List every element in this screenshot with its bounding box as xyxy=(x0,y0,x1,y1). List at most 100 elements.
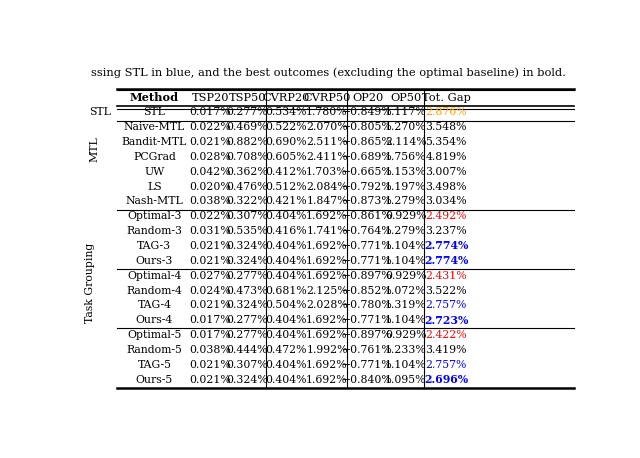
Text: 1.692%: 1.692% xyxy=(306,211,348,221)
Text: 2.757%: 2.757% xyxy=(426,300,467,311)
Text: 1.703%: 1.703% xyxy=(306,167,348,177)
Text: 0.017%: 0.017% xyxy=(189,330,231,340)
Text: 2.492%: 2.492% xyxy=(426,211,467,221)
Text: 0.416%: 0.416% xyxy=(266,226,307,236)
Text: 0.534%: 0.534% xyxy=(266,108,307,118)
Text: 1.741%: 1.741% xyxy=(307,226,348,236)
Text: MTL: MTL xyxy=(90,136,100,163)
Text: 0.404%: 0.404% xyxy=(266,211,307,221)
Text: −0.897%: −0.897% xyxy=(342,330,393,340)
Text: 0.404%: 0.404% xyxy=(266,360,307,370)
Text: 1.104%: 1.104% xyxy=(385,241,427,251)
Text: Task Grouping: Task Grouping xyxy=(85,243,95,323)
Text: 0.022%: 0.022% xyxy=(189,122,231,132)
Text: 5.354%: 5.354% xyxy=(426,137,467,147)
Text: −0.897%: −0.897% xyxy=(342,271,393,281)
Text: 0.929%: 0.929% xyxy=(385,271,427,281)
Text: Ours-4: Ours-4 xyxy=(136,315,173,325)
Text: 0.362%: 0.362% xyxy=(227,167,268,177)
Text: Random-5: Random-5 xyxy=(127,345,182,355)
Text: Ours-3: Ours-3 xyxy=(136,256,173,266)
Text: 1.992%: 1.992% xyxy=(307,345,348,355)
Text: −0.689%: −0.689% xyxy=(342,152,393,162)
Text: 0.504%: 0.504% xyxy=(266,300,307,311)
Text: −0.805%: −0.805% xyxy=(342,122,393,132)
Text: 0.027%: 0.027% xyxy=(189,271,231,281)
Text: 0.017%: 0.017% xyxy=(189,315,231,325)
Text: TSP50: TSP50 xyxy=(228,93,266,103)
Text: 1.117%: 1.117% xyxy=(385,108,427,118)
Text: 0.412%: 0.412% xyxy=(266,167,307,177)
Text: 0.277%: 0.277% xyxy=(227,330,268,340)
Text: 0.021%: 0.021% xyxy=(189,300,231,311)
Text: 0.038%: 0.038% xyxy=(189,196,231,207)
Text: 0.324%: 0.324% xyxy=(227,375,268,385)
Text: 0.324%: 0.324% xyxy=(227,256,268,266)
Text: 1.197%: 1.197% xyxy=(385,182,427,191)
Text: 0.469%: 0.469% xyxy=(227,122,268,132)
Text: TSP20: TSP20 xyxy=(191,93,229,103)
Text: STL: STL xyxy=(143,108,165,118)
Text: 0.024%: 0.024% xyxy=(189,285,231,295)
Text: 0.324%: 0.324% xyxy=(227,241,268,251)
Text: TAG-5: TAG-5 xyxy=(138,360,172,370)
Text: 0.929%: 0.929% xyxy=(385,330,427,340)
Text: −0.852%: −0.852% xyxy=(342,285,393,295)
Text: 1.233%: 1.233% xyxy=(385,345,427,355)
Text: CVRP20: CVRP20 xyxy=(262,93,310,103)
Text: 4.819%: 4.819% xyxy=(426,152,467,162)
Text: 0.404%: 0.404% xyxy=(266,271,307,281)
Text: 0.277%: 0.277% xyxy=(227,315,268,325)
Text: 1.104%: 1.104% xyxy=(385,256,427,266)
Text: 0.473%: 0.473% xyxy=(227,285,268,295)
Text: Naive-MTL: Naive-MTL xyxy=(124,122,185,132)
Text: 2.774%: 2.774% xyxy=(424,240,468,251)
Text: Bandit-MTL: Bandit-MTL xyxy=(122,137,187,147)
Text: Optimal-3: Optimal-3 xyxy=(127,211,182,221)
Text: 0.882%: 0.882% xyxy=(227,137,268,147)
Text: 1.692%: 1.692% xyxy=(306,375,348,385)
Text: 0.708%: 0.708% xyxy=(227,152,268,162)
Text: 0.681%: 0.681% xyxy=(266,285,307,295)
Text: 2.411%: 2.411% xyxy=(306,152,348,162)
Text: 0.472%: 0.472% xyxy=(266,345,307,355)
Text: 3.498%: 3.498% xyxy=(426,182,467,191)
Text: 3.522%: 3.522% xyxy=(425,285,467,295)
Text: 0.512%: 0.512% xyxy=(266,182,307,191)
Text: −0.771%: −0.771% xyxy=(342,360,393,370)
Text: −0.780%: −0.780% xyxy=(342,300,393,311)
Text: 2.876%: 2.876% xyxy=(425,108,467,118)
Text: 1.692%: 1.692% xyxy=(306,330,348,340)
Text: 1.319%: 1.319% xyxy=(385,300,427,311)
Text: 0.404%: 0.404% xyxy=(266,375,307,385)
Text: 2.070%: 2.070% xyxy=(306,122,348,132)
Text: OP20: OP20 xyxy=(352,93,383,103)
Text: 0.535%: 0.535% xyxy=(227,226,268,236)
Text: −0.840%: −0.840% xyxy=(342,375,393,385)
Text: 0.021%: 0.021% xyxy=(189,360,231,370)
Text: 0.690%: 0.690% xyxy=(266,137,307,147)
Text: 0.322%: 0.322% xyxy=(227,196,268,207)
Text: −0.865%: −0.865% xyxy=(342,137,393,147)
Text: 2.511%: 2.511% xyxy=(306,137,348,147)
Text: 0.476%: 0.476% xyxy=(227,182,268,191)
Text: UW: UW xyxy=(144,167,164,177)
Text: 0.929%: 0.929% xyxy=(385,211,427,221)
Text: 1.756%: 1.756% xyxy=(385,152,427,162)
Text: 1.104%: 1.104% xyxy=(385,315,427,325)
Text: 1.692%: 1.692% xyxy=(306,315,348,325)
Text: 1.153%: 1.153% xyxy=(385,167,427,177)
Text: 1.095%: 1.095% xyxy=(385,375,427,385)
Text: 0.404%: 0.404% xyxy=(266,256,307,266)
Text: 2.774%: 2.774% xyxy=(424,255,468,267)
Text: Optimal-5: Optimal-5 xyxy=(127,330,182,340)
Text: 2.084%: 2.084% xyxy=(306,182,348,191)
Text: 3.007%: 3.007% xyxy=(425,167,467,177)
Text: 3.419%: 3.419% xyxy=(426,345,467,355)
Text: 0.020%: 0.020% xyxy=(189,182,231,191)
Text: 0.404%: 0.404% xyxy=(266,315,307,325)
Text: 1.847%: 1.847% xyxy=(307,196,348,207)
Text: Random-3: Random-3 xyxy=(126,226,182,236)
Text: 0.277%: 0.277% xyxy=(227,108,268,118)
Text: 1.072%: 1.072% xyxy=(385,285,427,295)
